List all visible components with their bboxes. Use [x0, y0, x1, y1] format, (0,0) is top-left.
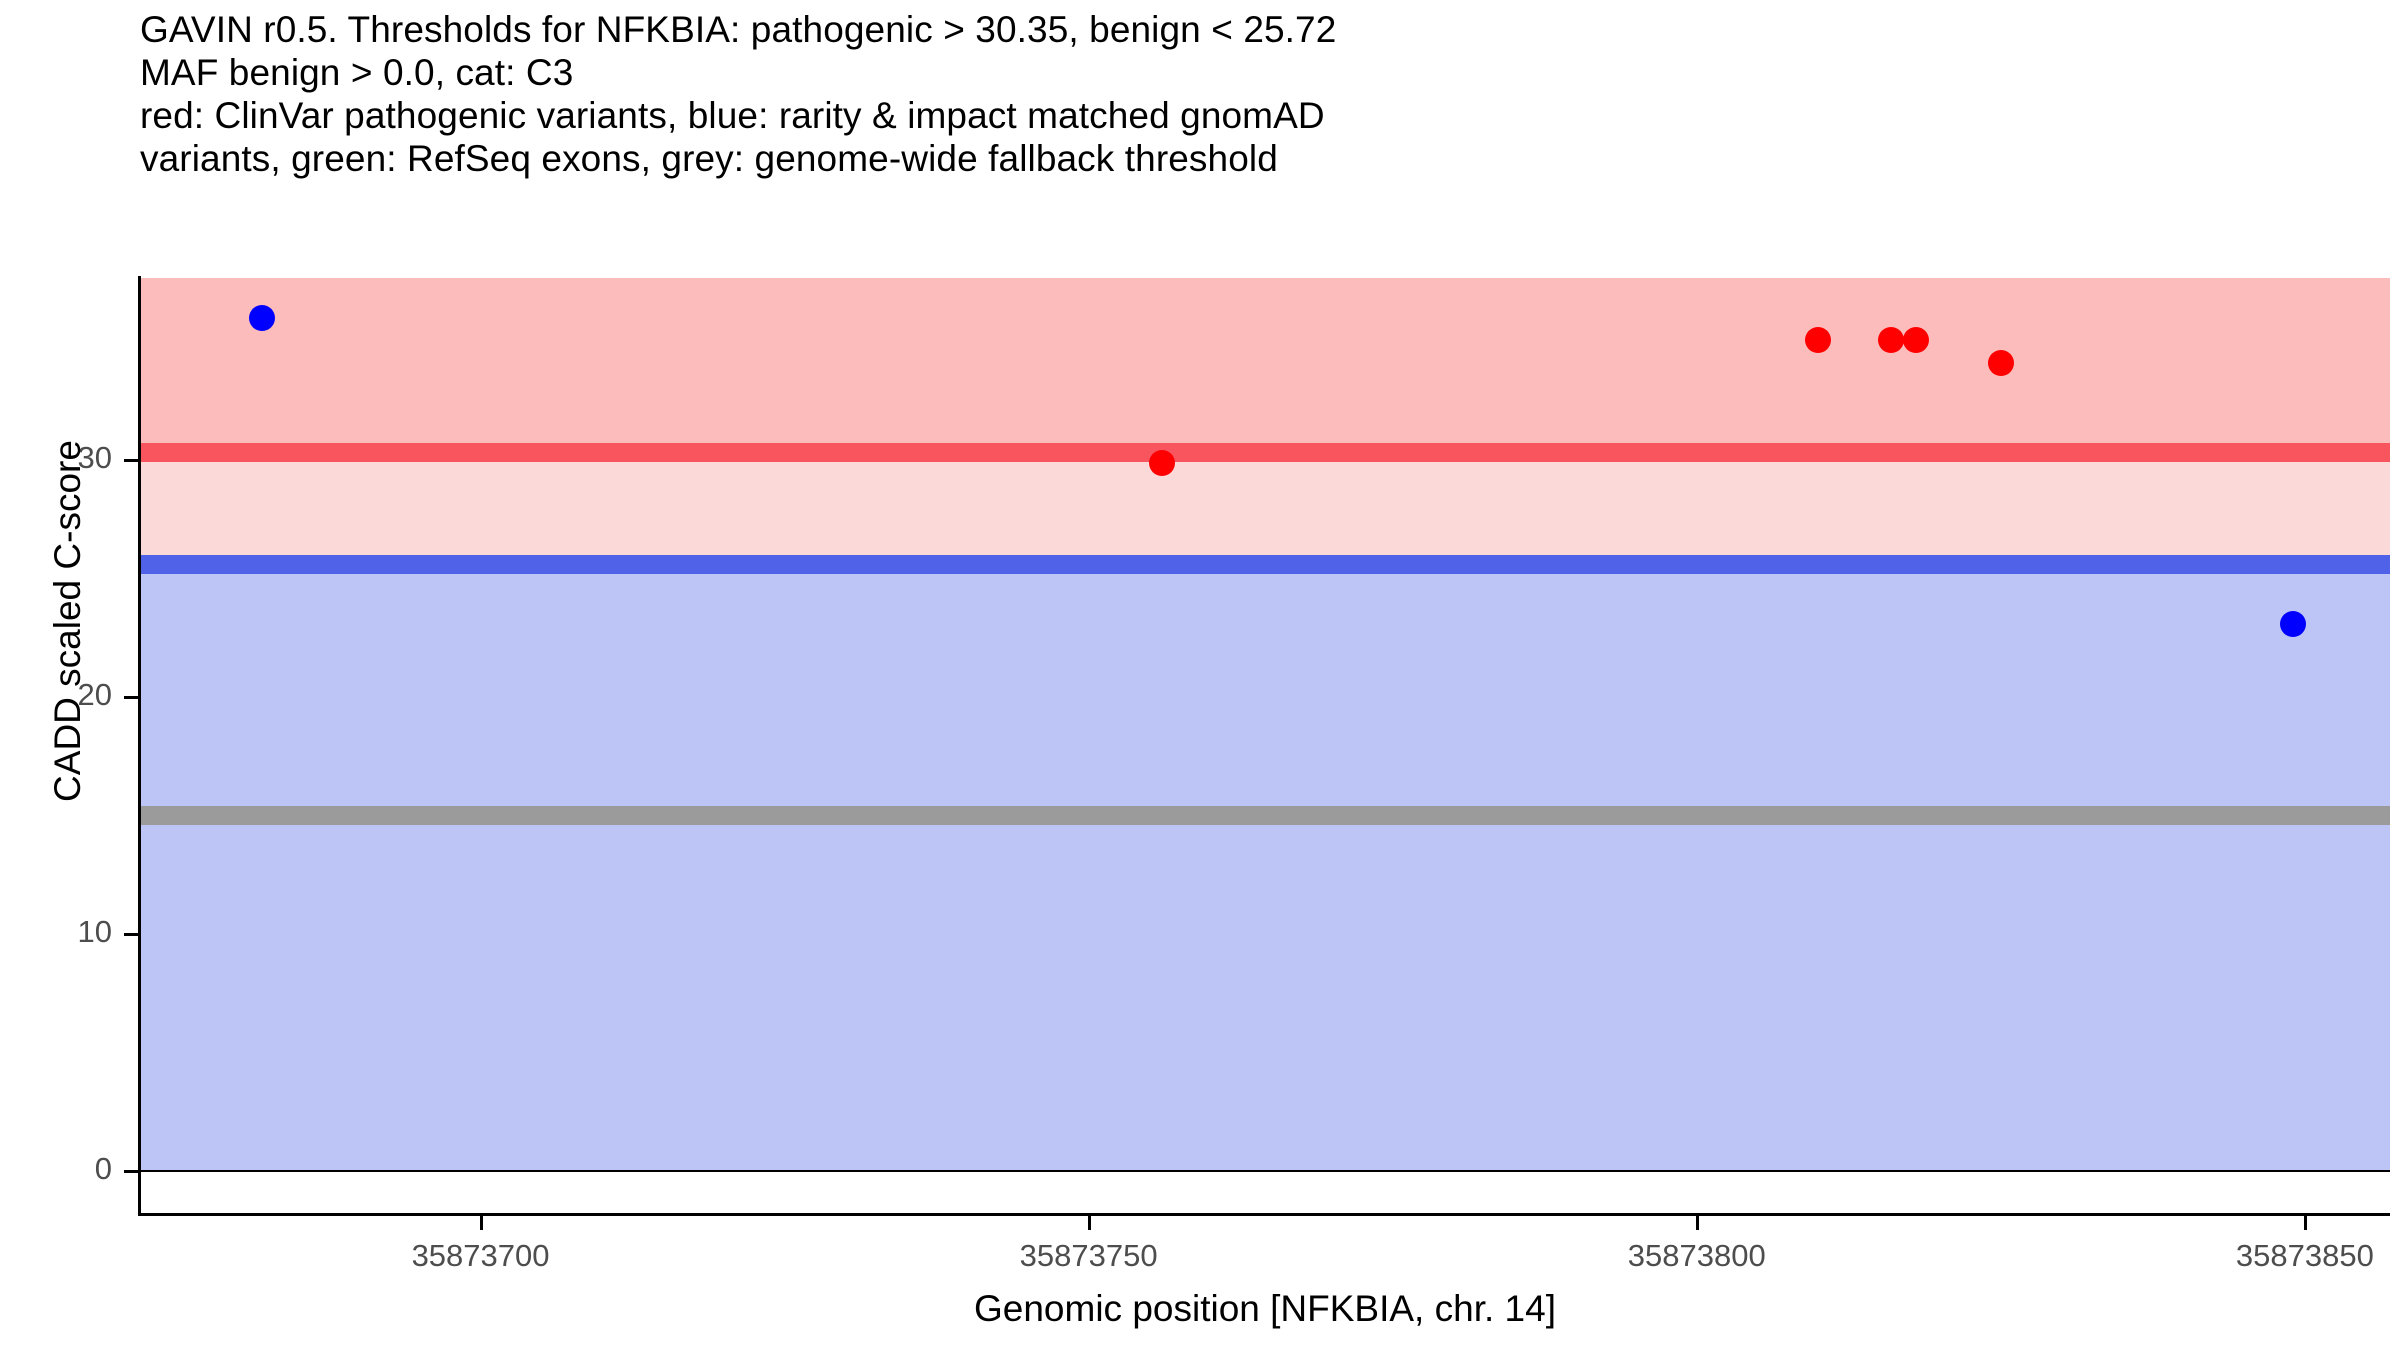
y-tick-label: 0: [94, 1151, 112, 1186]
plot-panel: [140, 278, 2390, 1171]
y-tick-label: 10: [77, 914, 112, 950]
x-tick-label: 35873800: [1627, 1238, 1766, 1273]
y-tick: [124, 459, 138, 463]
data-point: [1148, 449, 1175, 476]
x-tick-label: 35873850: [2235, 1238, 2374, 1273]
y-axis-title: CADD scaled C-score: [47, 440, 88, 802]
band-benign-zone: [140, 573, 2390, 1171]
y-tick: [124, 933, 138, 937]
data-point: [2279, 610, 2306, 637]
band-vous-zone: [140, 461, 2390, 562]
x-axis-title: Genomic position [NFKBIA, chr. 14]: [974, 1288, 1556, 1329]
x-tick: [2303, 1216, 2307, 1230]
y-tick: [124, 1170, 138, 1173]
x-tick-label: 35873750: [1019, 1238, 1158, 1273]
band-pathogenic-threshold-line: [140, 442, 2390, 462]
title-line-3: red: ClinVar pathogenic variants, blue: …: [140, 95, 1325, 136]
y-tick-label: 30: [77, 440, 112, 476]
title-line-4: variants, green: RefSeq exons, grey: gen…: [140, 138, 1278, 179]
band-benign-threshold-line: [140, 554, 2390, 574]
data-point: [1902, 326, 1929, 353]
data-point: [1805, 326, 1832, 353]
y-tick: [124, 696, 138, 700]
data-point: [248, 305, 275, 332]
chart-title-block: GAVIN r0.5. Thresholds for NFKBIA: patho…: [140, 8, 2370, 180]
x-tick: [1695, 1216, 1699, 1230]
x-axis-line: [138, 1213, 2390, 1216]
y-tick-label: 20: [77, 677, 112, 713]
x-tick: [479, 1216, 483, 1230]
title-line-1: GAVIN r0.5. Thresholds for NFKBIA: patho…: [140, 9, 1337, 50]
x-tick-label: 35873700: [411, 1238, 550, 1273]
band-genome-wide-fallback-line: [140, 806, 2390, 826]
x-tick: [1087, 1216, 1091, 1230]
y-axis-title-wrap: CADD scaled C-score: [0, 0, 88, 1350]
y-axis-line: [138, 276, 141, 1216]
data-point: [1878, 326, 1905, 353]
band-pathogenic-zone: [140, 278, 2390, 453]
y-zero-baseline: [140, 1170, 2390, 1172]
data-point: [1987, 350, 2014, 377]
title-line-2: MAF benign > 0.0, cat: C3: [140, 52, 574, 93]
